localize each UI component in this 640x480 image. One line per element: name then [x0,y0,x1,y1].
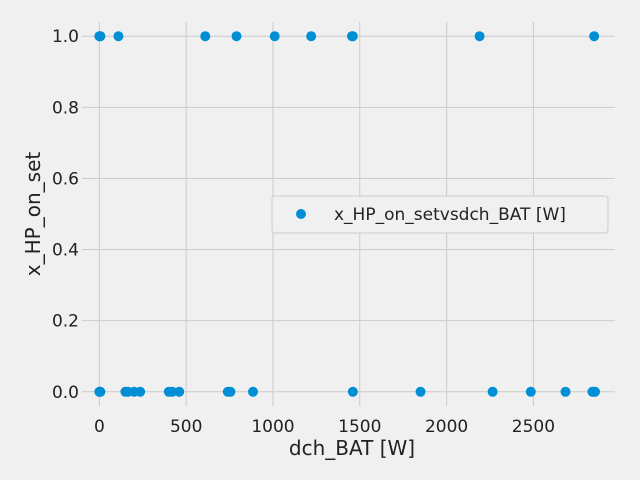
data-point [560,386,571,397]
data-point [589,31,600,42]
data-point [174,386,185,397]
data-point [95,386,106,397]
data-point [248,386,259,397]
data-point [135,386,146,397]
data-point [347,386,358,397]
x-tick-label: 2000 [425,417,468,437]
data-point [306,31,317,42]
data-points [94,31,601,397]
data-point [487,386,498,397]
data-point [269,31,280,42]
y-tick-label: 1.0 [52,27,79,47]
data-point [225,386,236,397]
data-point [200,31,211,42]
legend-box [271,195,609,234]
x-tick-label: 2500 [512,417,555,437]
data-point [415,386,426,397]
y-tick-label: 0.8 [52,98,79,118]
data-point [231,31,242,42]
data-point [347,31,358,42]
x-tick-label: 1500 [338,417,381,437]
y-tick-label: 0.0 [52,383,79,403]
data-point [474,31,485,42]
data-point [113,31,124,42]
data-point [95,31,106,42]
y-tick-labels: 0.0 0.2 0.4 0.6 0.8 1.0 [52,27,79,403]
legend: x_HP_on_setvsdch_BAT [W] [271,195,609,234]
y-tick-label: 0.6 [52,169,79,189]
y-axis-label: x_HP_on_set [21,152,45,277]
data-point [525,386,536,397]
x-axis-label: dch_BAT [W] [289,436,415,460]
x-tick-label: 0 [94,417,105,437]
legend-marker [296,209,306,219]
data-point [167,386,178,397]
y-tick-label: 0.2 [52,312,79,332]
x-tick-label: 1000 [251,417,294,437]
legend-label: x_HP_on_setvsdch_BAT [W] [334,205,566,225]
x-tick-label: 500 [170,417,202,437]
x-tick-labels: 0 500 1000 1500 2000 2500 [94,417,555,437]
data-point [590,386,601,397]
y-tick-label: 0.4 [52,241,79,261]
